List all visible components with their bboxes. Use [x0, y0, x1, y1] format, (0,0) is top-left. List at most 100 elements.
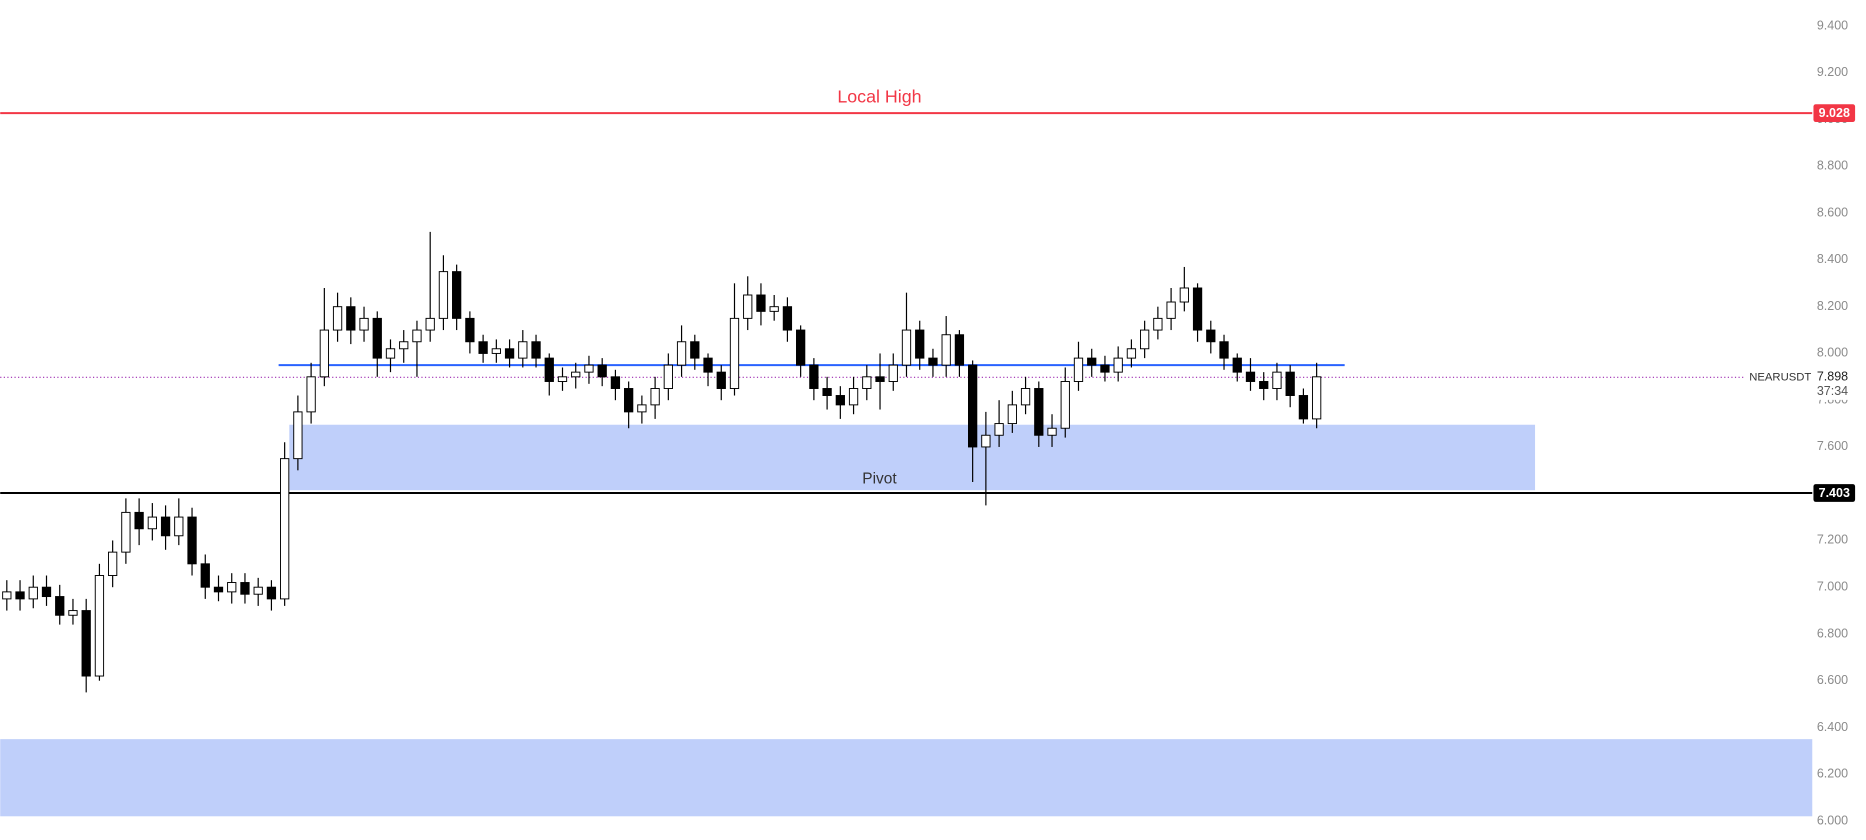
candle-body	[1060, 381, 1070, 429]
candle-body	[1140, 329, 1150, 350]
candle-body	[55, 596, 65, 616]
candle-body	[306, 376, 316, 413]
candle-body	[319, 329, 329, 378]
candle-body	[1259, 381, 1269, 389]
candle-body	[835, 395, 845, 406]
candle-body	[1311, 376, 1322, 420]
candle-body	[147, 516, 157, 530]
candle-body	[372, 317, 382, 359]
candle-body	[1245, 371, 1256, 382]
y-tick-label: 6.600	[1817, 673, 1848, 687]
zone-label: Pivot	[862, 471, 897, 488]
y-tick-label: 9.400	[1817, 18, 1848, 32]
candle-body	[1179, 287, 1189, 303]
candle-body	[928, 357, 938, 366]
candle-body	[1073, 357, 1084, 382]
candle-body	[1166, 301, 1176, 319]
candle-body	[716, 371, 726, 389]
candle-body	[1153, 317, 1163, 331]
candle-body	[915, 329, 925, 359]
candle-body	[822, 388, 832, 396]
candle-body	[571, 371, 581, 378]
candle-body	[28, 586, 38, 600]
candle-body	[584, 364, 594, 373]
candle-body	[796, 329, 806, 366]
candle-body	[690, 341, 700, 359]
candle-body	[518, 341, 528, 359]
y-tick-label: 7.200	[1817, 533, 1848, 547]
candle-body	[240, 582, 250, 595]
candle-body	[478, 341, 488, 354]
candle-body	[253, 586, 263, 595]
price-tag-label: 7.403	[1819, 486, 1850, 500]
candle-body	[1100, 364, 1110, 373]
candle-body	[1020, 388, 1031, 406]
candle-body	[227, 582, 237, 593]
zone	[289, 424, 1536, 491]
candle-body	[399, 341, 409, 350]
y-tick-label: 6.000	[1817, 813, 1848, 827]
y-tick-label: 6.200	[1817, 767, 1848, 781]
candle-body	[465, 317, 475, 343]
y-tick-label: 7.000	[1817, 579, 1848, 593]
candle-body	[491, 348, 501, 354]
candle-body	[1087, 357, 1097, 366]
y-tick-label: 8.400	[1817, 252, 1848, 266]
candle-body	[1232, 357, 1242, 373]
candle-body	[743, 294, 753, 319]
candle-body	[663, 364, 673, 389]
candle-body	[676, 341, 687, 366]
candle-body	[81, 610, 91, 677]
countdown: 37:34	[1817, 384, 1848, 398]
y-tick-label: 8.200	[1817, 299, 1848, 313]
candle-body	[1219, 341, 1229, 359]
candle-body	[359, 317, 369, 331]
candle-body	[875, 376, 885, 382]
y-tick-label: 8.800	[1817, 159, 1848, 173]
candle-body	[557, 376, 568, 382]
candle-body	[1113, 357, 1123, 373]
candle-body	[848, 388, 859, 406]
candle-body	[888, 364, 898, 382]
y-tick-label: 8.000	[1817, 346, 1848, 360]
candle-body	[134, 511, 144, 530]
candle-body	[782, 306, 793, 331]
candle-body	[1285, 371, 1295, 396]
candle-body	[346, 306, 356, 331]
candle-body	[2, 591, 12, 600]
candle-body	[981, 434, 991, 448]
y-tick-label: 8.600	[1817, 205, 1848, 219]
candle-body	[200, 563, 210, 588]
candle-body	[1007, 404, 1017, 425]
candle-body	[452, 271, 462, 319]
level-name: Local High	[837, 86, 921, 106]
candle-body	[504, 348, 515, 359]
candle-body	[597, 364, 607, 378]
last-price-bg	[1814, 368, 1860, 400]
y-tick-label: 9.200	[1817, 65, 1848, 79]
candle-body	[266, 586, 277, 600]
candle-body	[1206, 329, 1216, 343]
candle-body	[94, 575, 105, 677]
candle-body	[994, 423, 1004, 436]
candle-body	[729, 317, 740, 389]
candle-body	[941, 334, 951, 366]
last-price-label: 7.898	[1817, 370, 1848, 384]
zone	[0, 739, 1813, 817]
candle-body	[809, 364, 819, 389]
y-tick-label: 7.600	[1817, 439, 1848, 453]
candle-body	[1126, 348, 1137, 359]
candle-body	[160, 516, 171, 537]
candle-body	[1192, 287, 1203, 331]
candle-body	[412, 329, 422, 343]
price-tag	[1813, 484, 1856, 502]
candle-body	[544, 357, 554, 382]
candle-body	[862, 376, 872, 389]
candle-body	[769, 306, 779, 312]
candle-body	[332, 306, 343, 331]
candle-body	[15, 591, 25, 600]
candle-body	[1047, 427, 1057, 436]
candle-body	[174, 516, 184, 537]
